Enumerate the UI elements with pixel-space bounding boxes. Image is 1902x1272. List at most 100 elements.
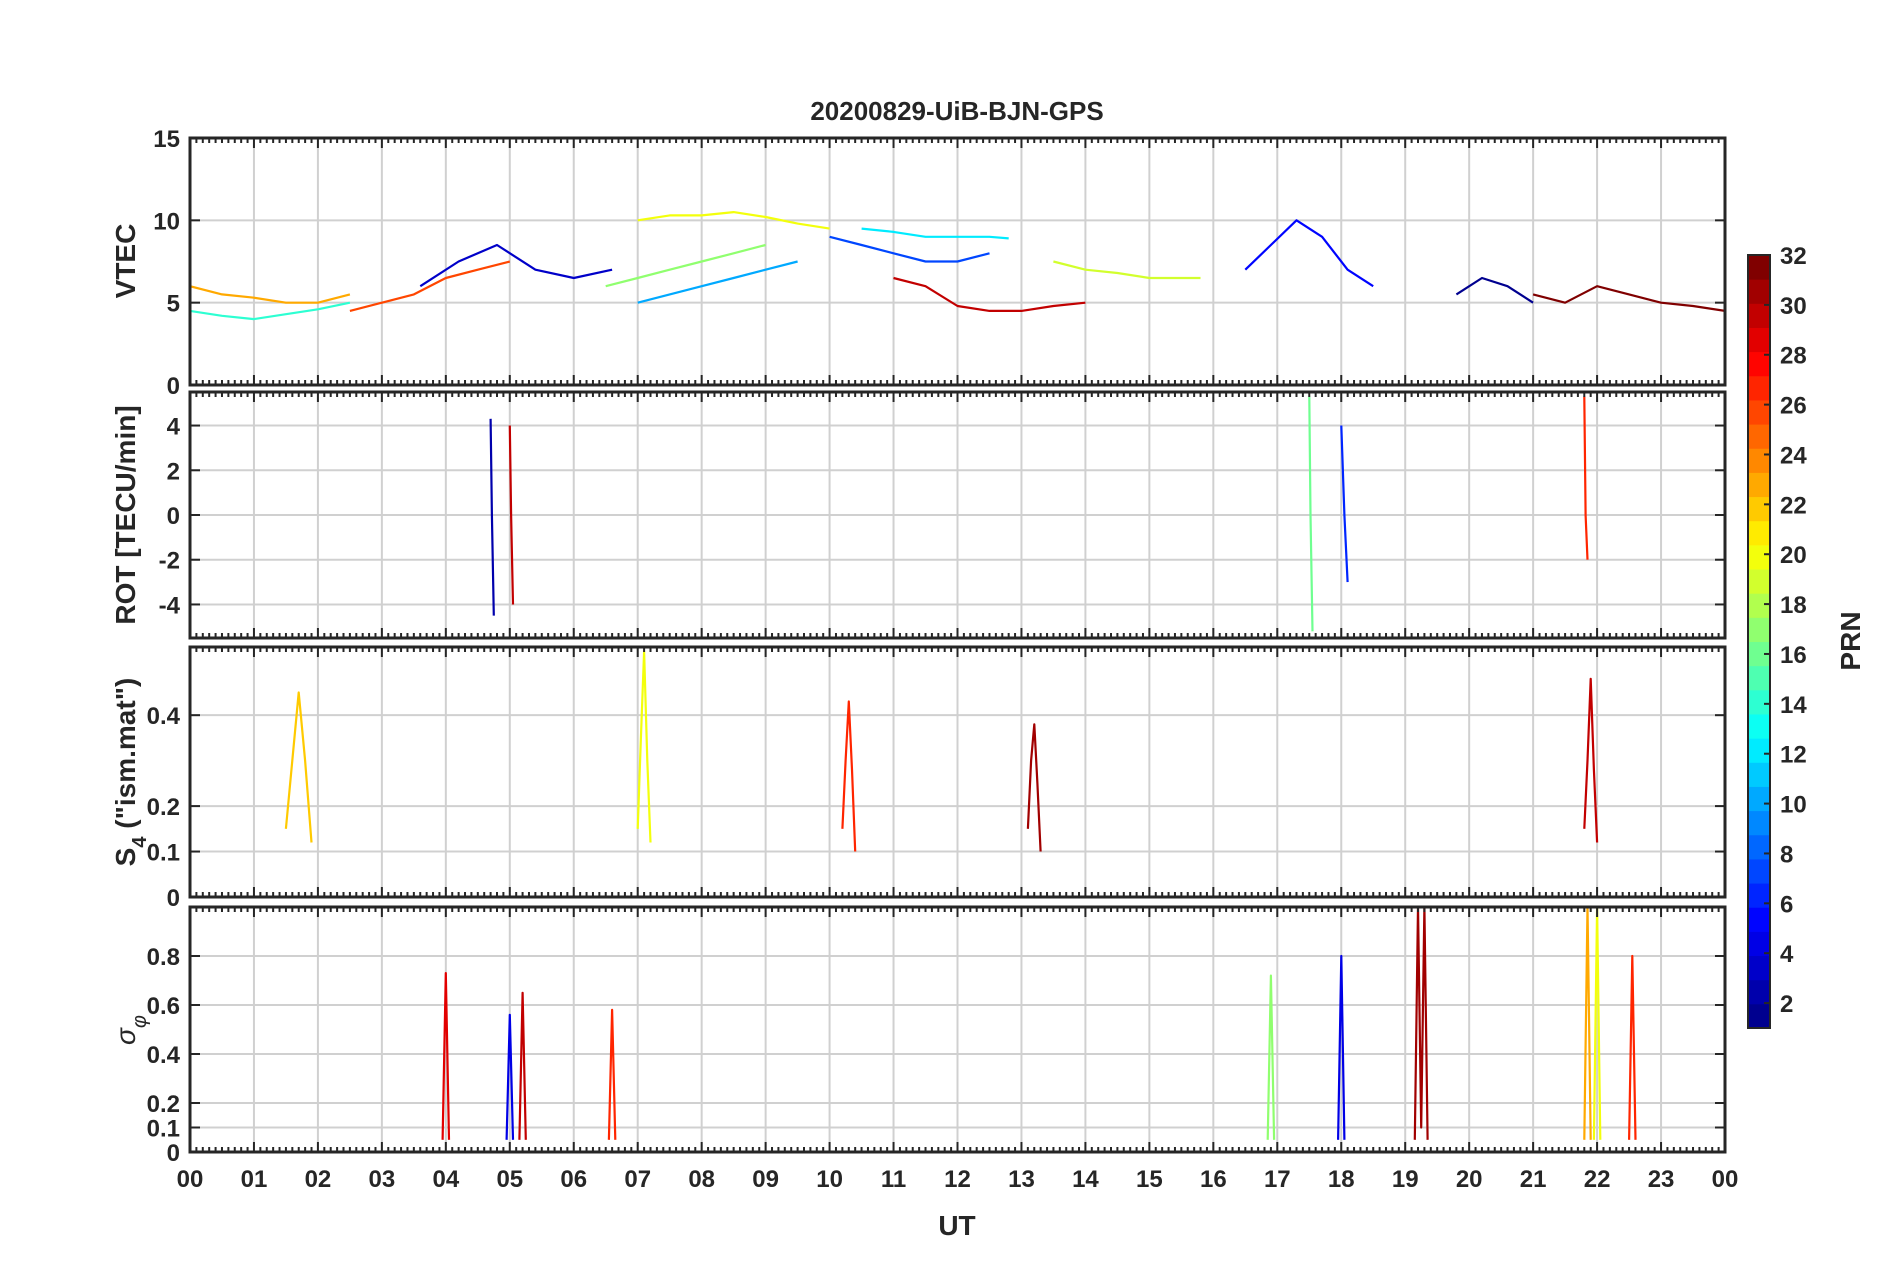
colorbar-segment xyxy=(1748,303,1770,328)
series-group xyxy=(441,907,1637,1140)
colorbar-tick-label: 8 xyxy=(1780,841,1793,868)
colorbar-segment xyxy=(1748,593,1770,618)
series-line-prn-30 xyxy=(1583,677,1599,843)
y-tick-label: 2 xyxy=(167,458,180,485)
x-tick-label: 13 xyxy=(1008,1166,1035,1193)
colorbar-segment xyxy=(1748,399,1770,425)
series-line-prn-23 xyxy=(190,285,351,304)
series-line-prn-20 xyxy=(636,650,652,843)
colorbar-segment xyxy=(1748,979,1770,1005)
x-tick-label: 20 xyxy=(1456,1166,1483,1193)
colorbar-segment xyxy=(1748,713,1770,739)
series-line-prn-30 xyxy=(518,991,527,1140)
colorbar-tick-label: 24 xyxy=(1780,442,1807,469)
x-tick-label: 04 xyxy=(432,1166,459,1193)
colorbar-segment xyxy=(1748,1003,1770,1029)
series-group xyxy=(284,650,1599,852)
series-line-prn-2 xyxy=(489,418,495,616)
colorbar-segment xyxy=(1748,424,1770,449)
colorbar-segment xyxy=(1748,786,1770,812)
series-line-prn-17 xyxy=(605,243,766,288)
series-line-prn-5 xyxy=(1244,219,1374,288)
colorbar-segment xyxy=(1748,738,1770,763)
x-tick-label: 22 xyxy=(1584,1166,1611,1193)
x-tick-label: 10 xyxy=(816,1166,843,1193)
y-tick-label: -4 xyxy=(159,592,181,619)
panel-rot: -4 -2 0 2 4 ROT [TECU/min] xyxy=(110,390,1727,640)
series-line-prn-23 xyxy=(1583,907,1592,1140)
series-line-prn-19 xyxy=(1053,260,1201,280)
colorbar-tick-label: 22 xyxy=(1780,492,1807,519)
x-axis-label: UT xyxy=(938,1210,975,1241)
series-line-prn-27 xyxy=(607,1008,617,1140)
series-line-prn-30 xyxy=(508,425,515,605)
x-tick-label: 03 xyxy=(369,1166,396,1193)
x-tick-label: 21 xyxy=(1520,1166,1547,1193)
y-tick-label: 0 xyxy=(167,373,180,400)
series-line-prn-1 xyxy=(1455,276,1534,304)
colorbar-segment xyxy=(1748,448,1770,473)
colorbar-tick-label: 28 xyxy=(1780,343,1807,370)
y-tick-label: 10 xyxy=(153,208,180,235)
colorbar-tick-label: 16 xyxy=(1780,642,1807,669)
series-line-prn-16 xyxy=(1308,396,1314,632)
x-tick-label: 08 xyxy=(688,1166,715,1193)
series-line-prn-32 xyxy=(1532,285,1725,312)
y-tick-label: 15 xyxy=(153,126,180,153)
colorbar-segment xyxy=(1748,375,1770,401)
colorbar-tick-label: 12 xyxy=(1780,742,1807,769)
series-line-prn-31 xyxy=(1413,907,1429,1140)
colorbar-segment xyxy=(1748,665,1770,691)
series-line-prn-27 xyxy=(1628,954,1637,1140)
x-tick-label: 11 xyxy=(881,1166,906,1193)
colorbar-tick-label: 10 xyxy=(1780,792,1807,819)
series-line-prn-6 xyxy=(1340,425,1349,583)
colorbar-tick-label: 26 xyxy=(1780,393,1807,420)
x-tick-label: 01 xyxy=(241,1166,268,1193)
panel-sigma_phi: 00.10.2 0.4 0.6 0.8 σφ 00 01 02 03 04 05 06 07 08 09 10… xyxy=(110,905,1738,1193)
colorbar-tick-label: 30 xyxy=(1780,293,1807,320)
series-line-prn-31 xyxy=(1026,723,1042,852)
panel-vtec: 0 5 10 15 VTEC xyxy=(110,126,1727,400)
x-tick-label: 23 xyxy=(1648,1166,1675,1193)
series-line-prn-4 xyxy=(1337,954,1346,1140)
series-line-prn-7 xyxy=(829,235,990,263)
colorbar-tick-label: 20 xyxy=(1780,542,1807,569)
series-line-prn-4 xyxy=(505,1013,515,1140)
series-line-prn-27 xyxy=(1583,396,1589,560)
y-tick-label: 0.2 xyxy=(147,1091,180,1118)
y-tick-label: 5 xyxy=(167,291,180,318)
colorbar-segment xyxy=(1748,883,1770,908)
x-tick-label: 17 xyxy=(1264,1166,1291,1193)
x-tick-label: 09 xyxy=(752,1166,779,1193)
colorbar-tick-label: 32 xyxy=(1780,243,1807,270)
colorbar-segment xyxy=(1748,834,1770,860)
y-tick-label: 0 xyxy=(167,1140,180,1167)
x-tick-label: 18 xyxy=(1328,1166,1355,1193)
colorbar-segment xyxy=(1748,496,1770,522)
colorbar-segment xyxy=(1748,931,1770,957)
y-tick-label: 0.1 xyxy=(147,840,180,867)
y-tick-label: -2 xyxy=(159,548,180,575)
x-tick-label: 15 xyxy=(1136,1166,1163,1193)
series-line-prn-3 xyxy=(419,243,613,288)
colorbar-segment xyxy=(1748,762,1770,787)
colorbar-segment xyxy=(1748,520,1770,546)
colorbar-tick-label: 4 xyxy=(1780,941,1794,968)
y-axis-label: VTEC xyxy=(110,224,141,299)
chart-title: 20200829-UiB-BJN-GPS xyxy=(810,96,1103,126)
series-line-prn-20 xyxy=(1592,907,1602,1140)
x-tick-label: 14 xyxy=(1072,1166,1099,1193)
y-tick-label: 4 xyxy=(167,414,181,441)
x-tick-label: 06 xyxy=(560,1166,587,1193)
y-tick-label: 0.1 xyxy=(147,1116,180,1143)
x-tick-label: 07 xyxy=(624,1166,651,1193)
colorbar-segment xyxy=(1748,617,1770,642)
series-line-prn-26 xyxy=(349,260,511,312)
colorbar-tick-label: 14 xyxy=(1780,692,1807,719)
x-tick-label: 00 xyxy=(177,1166,204,1193)
series-line-prn-12 xyxy=(861,227,1009,240)
colorbar-segment xyxy=(1748,689,1770,715)
colorbar-segment xyxy=(1748,810,1770,836)
colorbar-frame xyxy=(1747,254,1771,1029)
